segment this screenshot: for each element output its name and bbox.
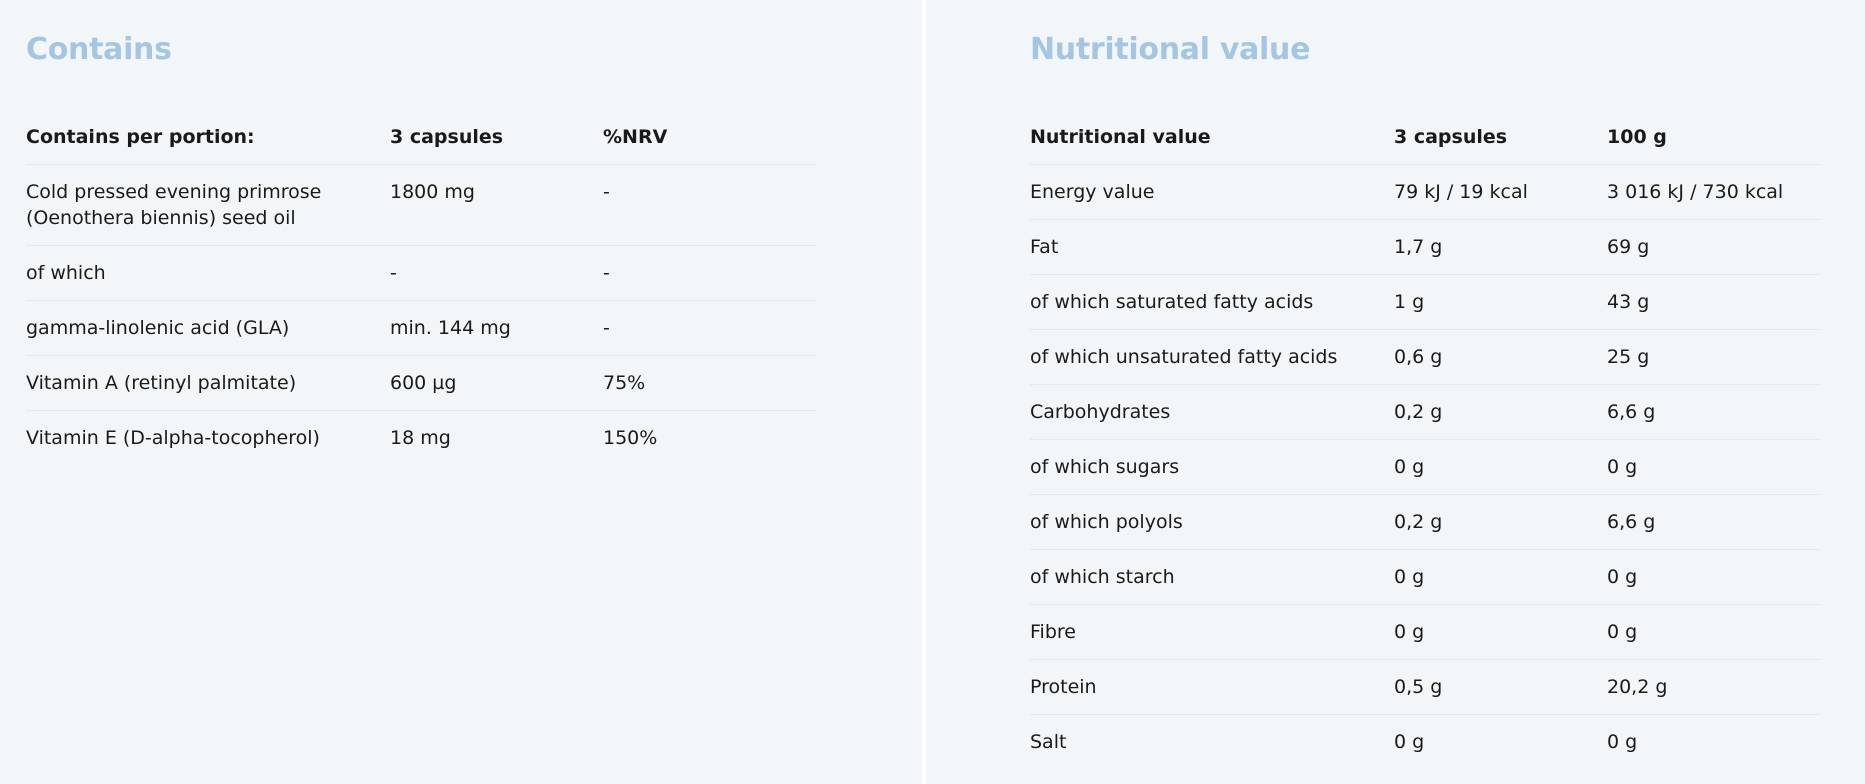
table-cell: Carbohydrates (1030, 384, 1394, 440)
table-cell: min. 144 mg (390, 300, 603, 356)
table-cell: gamma-linolenic acid (GLA) (26, 300, 390, 356)
table-cell: 0 g (1394, 714, 1607, 769)
table-header: Contains per portion: 3 capsules %NRV (26, 110, 817, 165)
table-cell: 0 g (1607, 604, 1820, 660)
table-cell: 79 kJ / 19 kcal (1394, 164, 1607, 220)
table-header: Nutritional value 3 capsules 100 g (1030, 110, 1820, 165)
table-cell: 1 g (1394, 274, 1607, 330)
table-cell: - (603, 245, 817, 301)
table-cell: 25 g (1607, 329, 1820, 385)
table-row: Cold pressed evening primrose (Oenothera… (26, 164, 817, 246)
table-row: Vitamin E (D-alpha-tocopherol) 18 mg 150% (26, 410, 817, 465)
table-cell: 6,6 g (1607, 494, 1820, 550)
table-row: of which unsaturated fatty acids 0,6 g 25 … (1030, 329, 1820, 385)
table-cell: 0 g (1607, 549, 1820, 605)
table-body: Cold pressed evening primrose (Oenothera… (26, 164, 817, 465)
header-row: Contains per portion: 3 capsules %NRV (26, 110, 817, 165)
table-cell: 0 g (1607, 714, 1820, 769)
header-cell: Nutritional value (1030, 126, 1211, 148)
table-cell: Protein (1030, 659, 1394, 715)
table-cell: 0 g (1607, 439, 1820, 495)
table-row: of which - - (26, 245, 817, 301)
table-cell: Cold pressed evening primrose (Oenothera… (26, 164, 390, 246)
table-cell: Fibre (1030, 604, 1394, 660)
table-cell: Energy value (1030, 164, 1394, 220)
table-cell: of which saturated fatty acids (1030, 274, 1394, 330)
table-cell: of which polyols (1030, 494, 1394, 550)
table-cell: 1,7 g (1394, 219, 1607, 275)
table-cell: of which starch (1030, 549, 1394, 605)
table-cell: 600 µg (390, 355, 603, 411)
header-row: Nutritional value 3 capsules 100 g (1030, 110, 1820, 165)
contains-table: Contains per portion: 3 capsules %NRV Cold … (26, 110, 817, 465)
table-cell: 3 016 kJ / 730 kcal (1607, 164, 1820, 220)
table-row: of which saturated fatty acids 1 g 43 g (1030, 274, 1820, 330)
table-cell: 6,6 g (1607, 384, 1820, 440)
table-row: of which polyols 0,2 g 6,6 g (1030, 494, 1820, 550)
table-cell: 0,5 g (1394, 659, 1607, 715)
table-cell: Fat (1030, 219, 1394, 275)
table-cell: 75% (603, 355, 817, 411)
table-cell: Salt (1030, 714, 1394, 769)
table-cell: 0,2 g (1394, 384, 1607, 440)
table-row: Carbohydrates 0,2 g 6,6 g (1030, 384, 1820, 440)
table-cell: 0 g (1394, 439, 1607, 495)
nutrition-table: Nutritional value 3 capsules 100 g Energy v… (1030, 110, 1820, 769)
table-cell: - (603, 164, 817, 246)
table-row: gamma-linolenic acid (GLA) min. 144 mg - (26, 300, 817, 356)
table-cell: 0 g (1394, 549, 1607, 605)
table-cell: of which sugars (1030, 439, 1394, 495)
header-cell: 3 capsules (1394, 126, 1508, 148)
table-cell: 150% (603, 410, 817, 465)
table-cell: 43 g (1607, 274, 1820, 330)
table-cell: 0,6 g (1394, 329, 1607, 385)
panel-title: Nutritional value (1030, 32, 1311, 67)
table-row: Protein 0,5 g 20,2 g (1030, 659, 1820, 715)
table-cell: - (603, 300, 817, 356)
table-row: Energy value 79 kJ / 19 kcal 3 016 kJ / 73… (1030, 164, 1820, 220)
contains-panel: Contains Contains per portion: 3 capsules… (0, 0, 922, 784)
table-cell: - (390, 245, 603, 301)
nutrition-panel: Nutritional value Nutritional value 3 cap… (926, 0, 1865, 784)
table-cell: of which unsaturated fatty acids (1030, 329, 1394, 385)
header-cell: Contains per portion: (26, 126, 255, 148)
table-cell: 0,2 g (1394, 494, 1607, 550)
table-cell: Vitamin E (D-alpha-tocopherol) (26, 410, 390, 465)
table-body: Energy value 79 kJ / 19 kcal 3 016 kJ / 73… (1030, 164, 1820, 769)
table-cell: Vitamin A (retinyl palmitate) (26, 355, 390, 411)
header-cell: %NRV (603, 126, 668, 148)
table-cell: of which (26, 245, 390, 301)
table-row: Vitamin A (retinyl palmitate) 600 µg 75% (26, 355, 817, 411)
table-cell: 18 mg (390, 410, 603, 465)
header-cell: 3 capsules (390, 126, 504, 148)
table-row: Fat 1,7 g 69 g (1030, 219, 1820, 275)
table-cell: 20,2 g (1607, 659, 1820, 715)
table-cell: 0 g (1394, 604, 1607, 660)
table-cell: 1800 mg (390, 164, 603, 246)
panel-title: Contains (26, 32, 172, 67)
table-cell: 69 g (1607, 219, 1820, 275)
header-cell: 100 g (1607, 126, 1667, 148)
